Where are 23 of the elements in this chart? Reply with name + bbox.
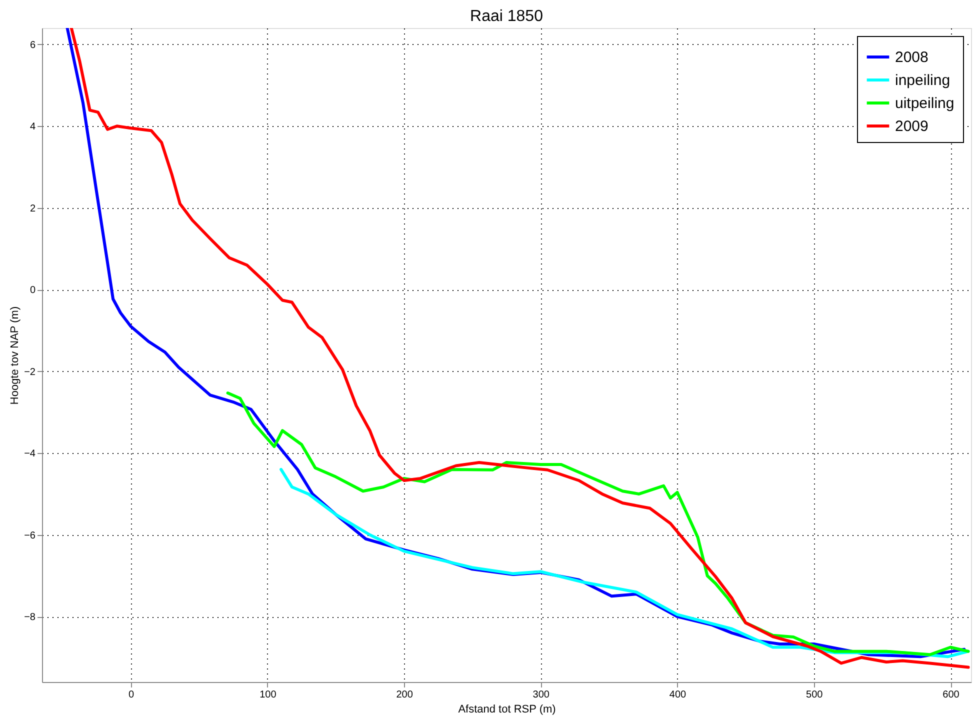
- line-series: [226, 392, 970, 656]
- y-tick-label: −4: [24, 448, 36, 460]
- y-axis-title: Hoogte tov NAP (m): [9, 306, 22, 405]
- y-tick-label: 4: [30, 122, 36, 133]
- y-tick-label: 0: [30, 285, 36, 296]
- x-tick-label: 100: [260, 690, 277, 700]
- y-tick-label: −8: [24, 612, 36, 624]
- x-tick-label: 300: [532, 690, 550, 700]
- legend-label: 2009: [895, 118, 928, 135]
- y-tick-label: −6: [24, 530, 36, 542]
- y-tick-label: −2: [24, 366, 36, 378]
- x-tick-label: 400: [669, 690, 687, 700]
- x-tick-label: 0: [128, 690, 135, 700]
- y-tick-label: 2: [30, 203, 36, 214]
- x-tick-label: 200: [396, 690, 414, 700]
- legend-label: uitpeiling: [895, 95, 954, 112]
- x-tick-label: 600: [942, 690, 960, 700]
- legend-label: 2008: [895, 49, 928, 66]
- x-axis-title: Afstand tot RSP (m): [458, 704, 556, 716]
- x-tick-label: 500: [806, 690, 824, 700]
- y-tick-label: 6: [30, 40, 36, 51]
- chart-title: Raai 1850: [470, 8, 544, 25]
- legend-label: inpeiling: [895, 72, 950, 89]
